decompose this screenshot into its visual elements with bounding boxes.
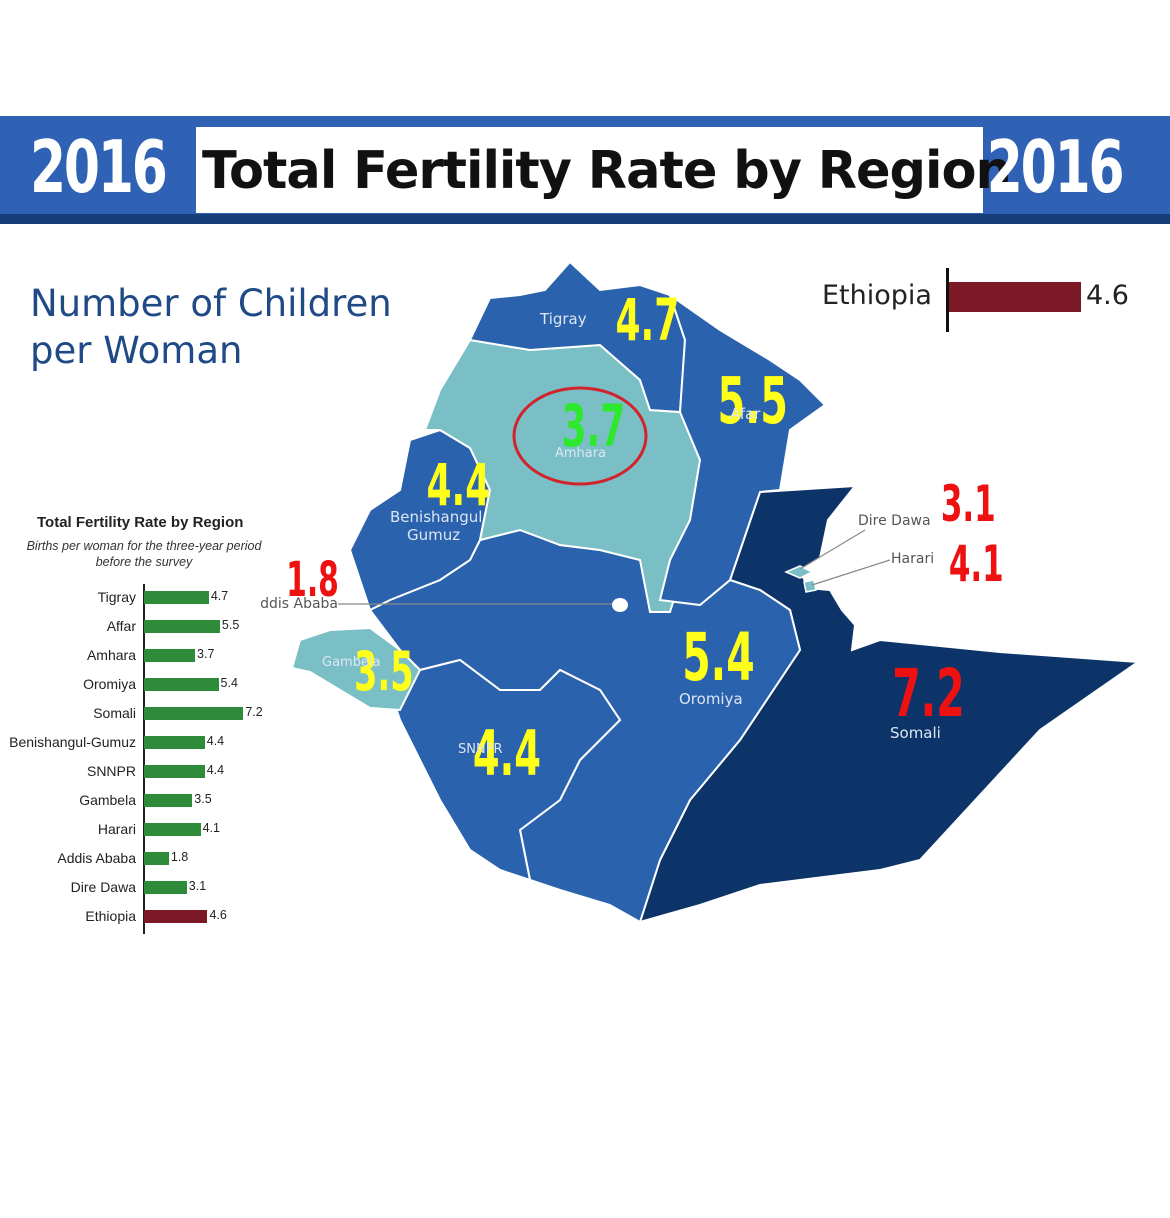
chart-category-label: Oromiya — [83, 676, 136, 692]
chart-title: Total Fertility Rate by Region — [37, 514, 244, 531]
national-value: 4.6 — [1086, 280, 1129, 311]
chart-bar — [144, 620, 220, 633]
chart-value-label: 4.7 — [210, 589, 229, 603]
chart-row: Somali 7.2 — [0, 704, 262, 722]
chart-value-label: 5.5 — [221, 618, 240, 632]
snnpr-name: SNNPR — [458, 742, 503, 757]
chart-subtitle: Births per woman for the three-year peri… — [26, 539, 262, 569]
chart-value-label: 5.4 — [220, 676, 238, 690]
map-subtitle-line2: per Woman — [30, 329, 243, 372]
somali-value: 7.2 — [892, 655, 965, 732]
region-dire-dawa — [784, 565, 814, 579]
tigray-value: 4.7 — [615, 286, 680, 354]
amhara-name: Amhara — [555, 446, 607, 461]
gambela-value: 3.5 — [354, 640, 414, 703]
chart-value-label: 4.4 — [206, 763, 225, 777]
chart-bar — [144, 649, 196, 662]
dire-dawa-name: Dire Dawa — [858, 513, 931, 529]
chart-bar — [144, 765, 205, 778]
chart-category-label: SNNPR — [86, 763, 136, 779]
inset-bar-chart: Total Fertility Rate by Region Births pe… — [0, 510, 262, 940]
national-bar — [949, 282, 1081, 312]
chart-row: Benishangul-Gumuz 4.4 — [0, 733, 262, 751]
chart-value-label: 3.7 — [197, 647, 215, 661]
chart-value-label: 7.2 — [245, 705, 262, 719]
chart-bar — [144, 852, 169, 865]
chart-bar — [144, 881, 187, 894]
chart-axis-line — [143, 584, 145, 934]
chart-bar — [144, 823, 201, 836]
chart-category-label: Harari — [97, 821, 136, 837]
chart-bar — [144, 910, 208, 923]
chart-category-label: Addis Ababa — [57, 850, 136, 866]
national-label: Ethiopia — [822, 280, 932, 311]
chart-category-label: Benishangul-Gumuz — [9, 734, 136, 750]
year-right: 2016 — [986, 125, 1124, 209]
region-addis-ababa — [612, 598, 628, 612]
chart-category-label: Amhara — [86, 647, 136, 663]
chart-row: SNNPR 4.4 — [0, 762, 262, 780]
chart-category-label: Somali — [93, 705, 136, 721]
region-harari — [803, 579, 817, 593]
region-afar — [658, 292, 827, 607]
chart-row: Dire Dawa 3.1 — [0, 878, 262, 896]
chart-row: Affar 5.5 — [0, 617, 262, 635]
chart-category-label: Ethiopia — [85, 908, 136, 924]
map-subtitle-line1: Number of Children — [30, 282, 392, 325]
chart-row: Gambela 3.5 — [0, 791, 262, 809]
tigray-name: Tigray — [540, 310, 587, 328]
addis-ababa-value: 1.8 — [286, 552, 339, 608]
chart-row: Addis Ababa 1.8 — [0, 849, 262, 867]
chart-row: Harari 4.1 — [0, 820, 262, 838]
oromiya-name: Oromiya — [679, 690, 743, 708]
snnpr-value: 4.4 — [472, 717, 541, 790]
chart-value-label: 3.5 — [194, 792, 212, 806]
region-snnpr — [388, 658, 622, 882]
chart-row: Oromiya 5.4 — [0, 675, 262, 693]
addis-ababa-name: Addis Ababa — [260, 596, 338, 612]
afar-name: Afar — [730, 405, 761, 423]
chart-value-label: 4.4 — [206, 734, 225, 748]
banner-stripe — [0, 214, 1170, 224]
region-gambela — [290, 626, 422, 712]
chart-bar — [144, 678, 219, 691]
gambela-name: Gambela — [322, 655, 381, 670]
dire-dawa-leader-line — [799, 529, 866, 570]
year-left: 2016 — [30, 125, 168, 209]
amhara-value: 3.7 — [561, 392, 626, 460]
chart-value-label: 4.1 — [202, 821, 220, 835]
national-axis — [946, 268, 949, 332]
amhara-highlight-circle — [512, 386, 648, 486]
benishangul-value: 4.4 — [426, 451, 491, 519]
chart-row: Ethiopia 4.6 — [0, 907, 262, 925]
title-banner: 2016 Total Fertility Rate by Region 2016 — [0, 116, 1170, 224]
benishangul-name-2: Gumuz — [407, 526, 461, 544]
chart-category-label: Affar — [106, 618, 136, 634]
afar-value: 5.5 — [717, 365, 788, 439]
chart-row: Amhara 3.7 — [0, 646, 262, 664]
chart-bar — [144, 794, 193, 807]
somali-name: Somali — [890, 724, 941, 742]
harari-value: 4.1 — [948, 535, 1004, 593]
map-subtitle: Number of Children per Woman — [30, 280, 392, 374]
chart-category-label: Tigray — [97, 589, 136, 605]
chart-value-label: 1.8 — [170, 850, 189, 864]
harari-name: Harari — [891, 551, 935, 567]
benishangul-name: Benishangul — [390, 508, 483, 526]
title-box: Total Fertility Rate by Region — [196, 127, 1012, 213]
oromiya-value: 5.4 — [682, 619, 755, 696]
chart-category-label: Dire Dawa — [70, 879, 136, 895]
chart-bar — [144, 736, 205, 749]
chart-category-label: Gambela — [79, 792, 136, 808]
chart-row: Tigray 4.7 — [0, 588, 262, 606]
dire-dawa-value: 3.1 — [940, 475, 996, 533]
chart-value-label: 4.6 — [209, 908, 227, 922]
chart-value-label: 3.1 — [188, 879, 207, 893]
chart-bar — [144, 591, 209, 604]
harari-leader-line — [811, 559, 891, 586]
page-title: Total Fertility Rate by Region — [202, 141, 1012, 201]
chart-bar — [144, 707, 244, 720]
